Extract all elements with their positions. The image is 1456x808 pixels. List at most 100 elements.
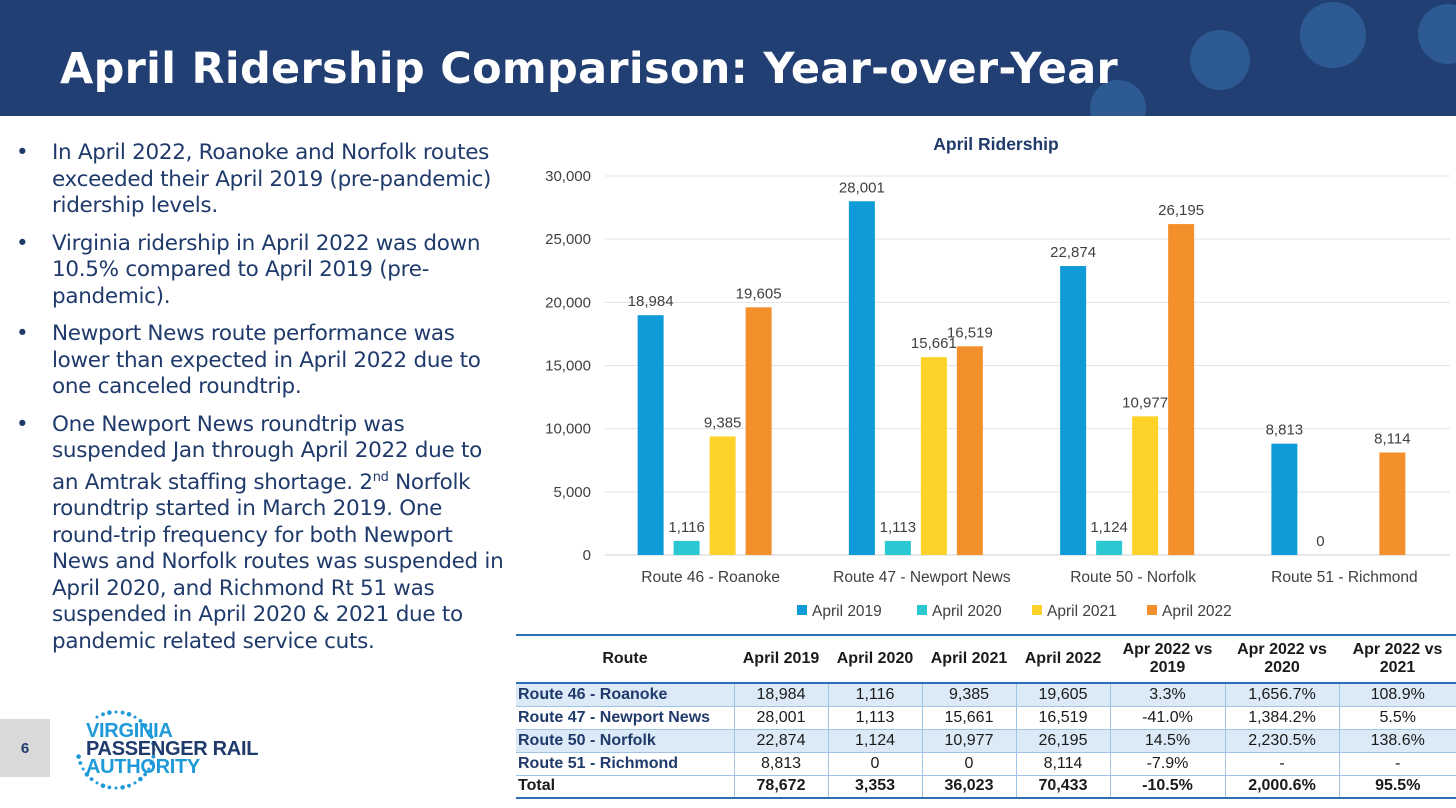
data-label: 8,114 (1374, 430, 1410, 447)
bullet-icon: • (16, 230, 29, 256)
logo-wordmark: VIRGINIA PASSENGER RAIL AUTHORITY (86, 720, 259, 778)
table-cell: 95.5% (1338, 774, 1456, 799)
ridership-bar-chart: April Ridership 0 5,000 10,000 15,000 20,000… (545, 134, 1450, 620)
table-cell: 70,433 (1015, 774, 1110, 799)
bullet-item: • Virginia ridership in April 2022 was do… (14, 231, 512, 311)
table-cell: 18,984 (733, 683, 828, 707)
bullet-text: One Newport News roundtrip was suspended… (52, 411, 504, 654)
bar (884, 540, 911, 555)
table-cell: 19,605 (1015, 683, 1110, 707)
table-cell: 1,384.2% (1224, 706, 1339, 730)
bullet-text: In April 2022, Roanoke and Norfolk route… (52, 140, 492, 218)
data-label: 10,977 (1122, 394, 1168, 411)
table-cell: 3.3% (1109, 683, 1225, 707)
bullet-icon: • (16, 411, 29, 437)
y-tick-label: 30,000 (545, 168, 591, 185)
legend-label: April 2021 (1047, 603, 1117, 620)
table-cell: 1,124 (827, 729, 922, 753)
bullet-item: • In April 2022, Roanoke and Norfolk rout… (14, 140, 512, 220)
bar (1379, 452, 1406, 555)
bullet-icon: • (16, 321, 29, 346)
table-row: Route 51 - Richmond 8,813 0 0 8,114 -7.9% - - (516, 752, 1456, 776)
legend-label: April 2019 (812, 603, 882, 620)
data-label: 1,113 (880, 519, 916, 536)
x-category-label: Route 51 - Richmond (1271, 569, 1417, 586)
table-cell: 9,385 (921, 683, 1016, 707)
table-cell: 10,977 (921, 729, 1016, 753)
data-label: 16,519 (947, 324, 993, 341)
data-label: 28,001 (839, 179, 885, 196)
table-cell: 2,230.5% (1224, 729, 1339, 753)
page-number: 6 (0, 719, 50, 777)
table-cell: -41.0% (1109, 706, 1225, 730)
x-category-label: Route 46 - Roanoke (641, 569, 780, 586)
logo-line-1: VIRGINIA (86, 720, 173, 742)
table-cell: 16,519 (1015, 706, 1110, 730)
table-cell: 1,113 (827, 706, 922, 730)
slide-title: April Ridership Comparison: Year-over-Ye… (60, 44, 1119, 94)
bullet-item: • Newport News route performance was lowe… (14, 321, 512, 401)
legend-swatch (917, 605, 927, 615)
table-header-cell: Apr 2022 vs 2021 (1339, 634, 1456, 684)
y-tick-label: 15,000 (545, 358, 591, 375)
x-category-label: Route 47 - Newport News (833, 569, 1011, 586)
route-name-cell: Route 50 - Norfolk (516, 729, 734, 753)
table-cell: 15,661 (921, 706, 1016, 730)
bar (848, 201, 875, 555)
data-label: 26,195 (1158, 202, 1204, 219)
logo-ring-icon (76, 710, 156, 790)
legend-label: April 2020 (932, 603, 1002, 620)
data-label: 8,813 (1266, 422, 1304, 439)
table-cell: 36,023 (921, 774, 1016, 799)
table-cell: 138.6% (1338, 729, 1456, 753)
bar (1060, 266, 1087, 555)
chart-title: April Ridership (933, 134, 1058, 154)
y-tick-label: 5,000 (553, 484, 591, 501)
table-row: Route 46 - Roanoke 18,984 1,116 9,385 19,605… (516, 683, 1456, 707)
table-row: Route 50 - Norfolk 22,874 1,124 10,977 26,19… (516, 729, 1456, 753)
table-header-cell: Route (516, 634, 734, 684)
bullet-text: Virginia ridership in April 2022 was dow… (52, 230, 481, 309)
table-header-cell: April 2020 (828, 634, 922, 684)
y-tick-label: 20,000 (545, 294, 591, 311)
bullet-icon: • (16, 140, 29, 165)
bar (920, 357, 947, 555)
logo-line-3: AUTHORITY (86, 756, 200, 778)
legend-swatch (797, 605, 807, 615)
table-cell: 78,672 (733, 774, 828, 799)
route-name-cell: Total (516, 774, 734, 799)
decor-bubble (1190, 30, 1250, 90)
data-label: 22,874 (1050, 244, 1096, 261)
table-header-cell: April 2019 (734, 634, 828, 684)
data-label: 19,605 (736, 285, 782, 302)
legend-swatch (1032, 605, 1042, 615)
logo-line-2: PASSENGER RAIL (86, 738, 259, 760)
legend-label: April 2022 (1162, 603, 1232, 620)
bar (956, 346, 983, 555)
table-cell: -10.5% (1109, 774, 1225, 799)
table-row: Route 47 - Newport News 28,001 1,113 15,661… (516, 706, 1456, 730)
y-tick-label: 25,000 (545, 231, 591, 248)
ridership-table: Route April 2019 April 2020 April 2021 April… (516, 634, 1456, 799)
table-cell: - (1338, 752, 1456, 776)
bullet-item: • One Newport News roundtrip was suspende… (14, 412, 512, 656)
ordinal-suffix: nd (372, 469, 389, 485)
table-cell: 22,874 (733, 729, 828, 753)
table-cell: 3,353 (827, 774, 922, 799)
table-header-cell: April 2021 (922, 634, 1016, 684)
table-cell: 14.5% (1109, 729, 1225, 753)
bar (1132, 416, 1159, 555)
data-label: 1,124 (1090, 519, 1128, 536)
table-cell: 8,813 (733, 752, 828, 776)
table-cell: - (1224, 752, 1339, 776)
data-label: 15,661 (911, 335, 957, 352)
bullet-list: • In April 2022, Roanoke and Norfolk rout… (14, 140, 512, 666)
bullet-text: Newport News route performance was lower… (52, 321, 481, 399)
bar (1168, 224, 1195, 555)
table-cell: 26,195 (1015, 729, 1110, 753)
bar (673, 540, 700, 555)
table-cell: 8,114 (1015, 752, 1110, 776)
table-cell: 5.5% (1338, 706, 1456, 730)
route-name-cell: Route 46 - Roanoke (516, 683, 734, 707)
y-tick-label: 0 (583, 547, 591, 564)
